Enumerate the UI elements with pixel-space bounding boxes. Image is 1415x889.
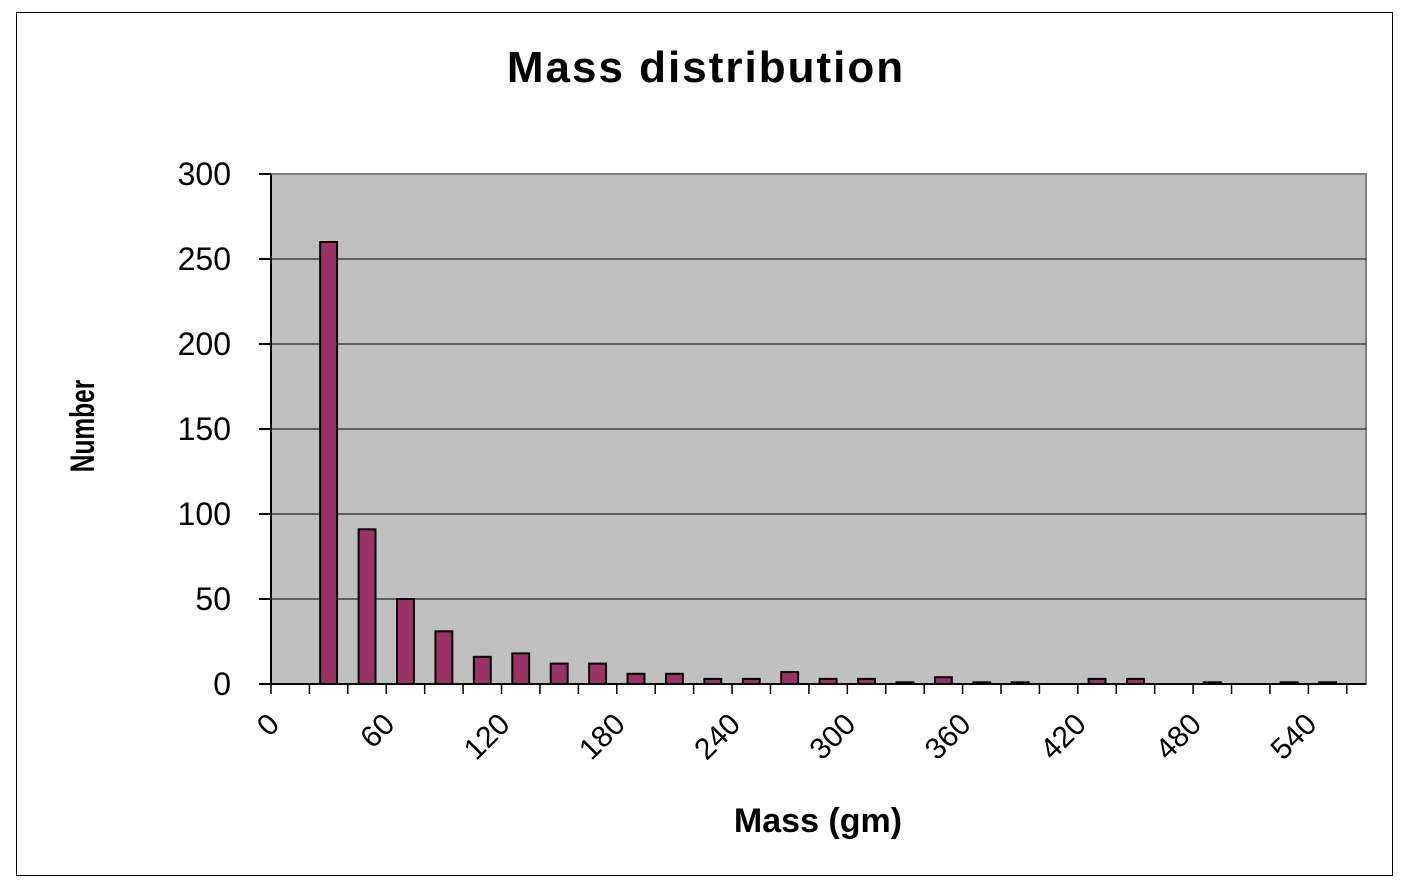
x-tick-label: 240 [688, 708, 747, 767]
axes [259, 173, 1366, 694]
x-tick-label: 300 [804, 708, 863, 767]
y-tick-label: 200 [178, 326, 231, 362]
bar [780, 671, 800, 685]
bar [357, 528, 377, 685]
y-tick-label: 100 [178, 496, 231, 532]
x-tick-label: 0 [251, 708, 286, 743]
bar [664, 672, 684, 685]
x-axis-label: Mass (gm) [734, 802, 902, 840]
y-tick-label: 250 [178, 241, 231, 277]
bar [626, 672, 646, 685]
y-tick-label: 150 [178, 411, 231, 447]
y-tick-label: 50 [195, 581, 231, 617]
x-tick-label: 540 [1265, 708, 1324, 767]
x-tick-label: 60 [354, 708, 401, 755]
x-tick-label: 420 [1034, 708, 1093, 767]
bar [472, 655, 492, 685]
y-tick-label: 0 [213, 666, 231, 702]
bar [549, 662, 569, 685]
y-axis-label: Number [64, 379, 102, 472]
bar [434, 630, 454, 685]
chart-title: Mass distribution [507, 43, 905, 92]
y-tick-labels: 0 50 100 150 200 250 300 [178, 156, 231, 702]
gridlines [271, 258, 1366, 600]
bar [396, 598, 415, 685]
x-tick-label: 480 [1149, 708, 1208, 767]
x-tick-label: 120 [458, 708, 517, 767]
x-tick-label: 360 [919, 708, 978, 767]
x-tick-labels: 0 60 120 180 240 300 360 420 480 540 [251, 708, 1324, 767]
x-tick-label: 180 [573, 708, 632, 767]
y-tick-label: 300 [178, 156, 231, 192]
bar [933, 676, 953, 686]
bar [319, 241, 339, 685]
bar [511, 652, 531, 686]
bar [588, 662, 608, 685]
